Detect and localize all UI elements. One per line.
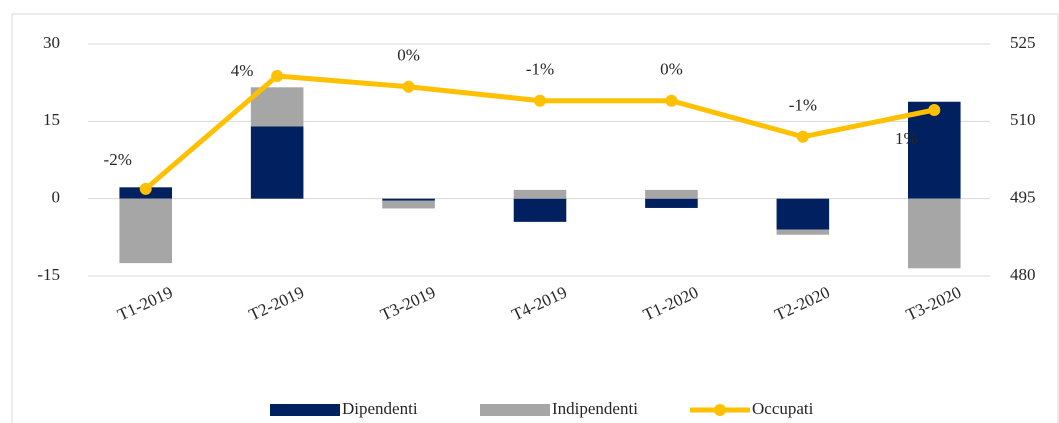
chart-border xyxy=(11,13,1059,423)
line-point xyxy=(534,94,546,107)
x-tick-label: T2-2019 xyxy=(246,283,307,325)
bar xyxy=(908,198,961,269)
legend-swatch xyxy=(480,404,550,416)
bar xyxy=(513,189,567,199)
legend-swatch-marker xyxy=(714,404,726,416)
legend-label: Dipendenti xyxy=(342,399,418,418)
line-point xyxy=(402,80,415,93)
data-annotation: -2% xyxy=(104,150,132,169)
bar xyxy=(645,198,698,208)
x-tick-label: T4-2019 xyxy=(509,283,570,325)
line-point xyxy=(271,69,284,82)
bar xyxy=(776,198,830,230)
y2-tick-label: 495 xyxy=(1010,188,1036,207)
bar xyxy=(382,198,435,201)
line-point xyxy=(665,94,678,107)
line-point xyxy=(796,130,809,143)
line-point xyxy=(928,103,941,116)
y-tick-label: 30 xyxy=(43,33,60,52)
bar xyxy=(250,126,304,199)
bar xyxy=(119,198,172,264)
bar xyxy=(645,189,698,199)
bar xyxy=(776,229,830,235)
data-annotation: 1% xyxy=(895,129,918,148)
x-tick-label: T1-2019 xyxy=(114,283,175,325)
y2-tick-label: 510 xyxy=(1010,110,1036,129)
legend-label: Occupati xyxy=(752,399,814,418)
legend-swatch xyxy=(270,404,340,416)
bar xyxy=(513,198,567,222)
data-annotation: 0% xyxy=(660,60,683,79)
data-annotation: 4% xyxy=(231,61,254,80)
y-tick-label: 15 xyxy=(43,110,60,129)
bar xyxy=(382,200,435,209)
y2-tick-label: 480 xyxy=(1010,265,1036,284)
y2-tick-label: 525 xyxy=(1010,33,1036,52)
legend-label: Indipendenti xyxy=(552,399,638,418)
data-annotation: -1% xyxy=(789,96,817,115)
y-tick-label: 0 xyxy=(52,188,61,207)
data-annotation: -1% xyxy=(526,60,554,79)
y-tick-label: -15 xyxy=(37,265,60,284)
line-point xyxy=(139,182,152,195)
x-tick-label: T3-2020 xyxy=(903,283,964,325)
data-annotation: 0% xyxy=(397,46,420,65)
x-tick-label: T3-2019 xyxy=(377,283,438,325)
x-tick-label: T1-2020 xyxy=(640,283,701,325)
x-tick-label: T2-2020 xyxy=(772,283,833,325)
bar xyxy=(908,101,961,199)
